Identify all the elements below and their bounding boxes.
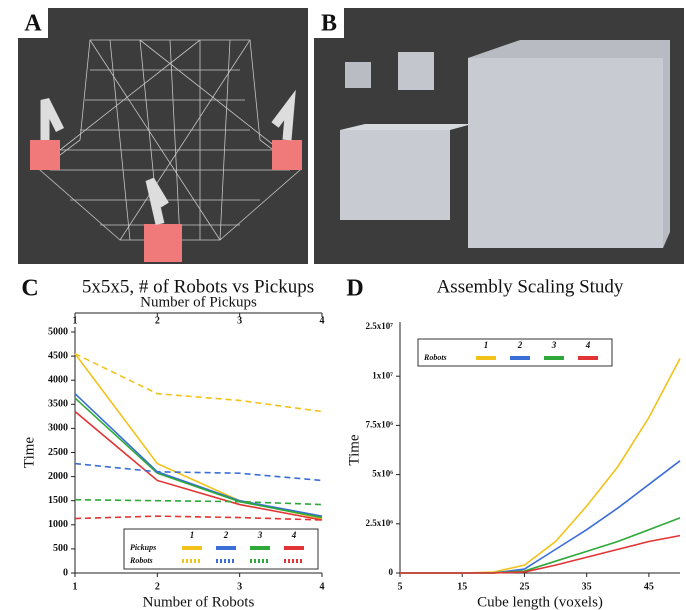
y-tick-label: 3000 <box>48 423 68 434</box>
y-tick-label: 2.5x10⁷ <box>366 321 394 331</box>
cube <box>398 52 434 90</box>
y-tick-label: 2000 <box>48 471 68 482</box>
y-tick-label: 3500 <box>48 399 68 410</box>
legend-column-label: 2 <box>223 530 229 540</box>
x2-tick-label: 2 <box>155 315 160 326</box>
x2-tick-label: 3 <box>237 315 242 326</box>
panel-label: A <box>24 11 42 37</box>
y-tick-label: 1500 <box>48 495 68 506</box>
x2-tick-label: 4 <box>320 315 325 326</box>
x2-axis-label: Number of Pickups <box>140 294 257 310</box>
panel-label: C <box>21 276 38 302</box>
x-tick-label: 3 <box>237 581 242 592</box>
y-tick-label: 2.5x10⁶ <box>366 518 394 528</box>
series-line <box>75 516 322 520</box>
legend-row-label: Robots <box>129 556 153 565</box>
cube <box>468 58 663 248</box>
x-tick-label: 15 <box>457 581 467 592</box>
panel-label: D <box>346 276 363 302</box>
x-tick-label: 2 <box>155 581 160 592</box>
series-line <box>75 464 322 481</box>
x-tick-label: 35 <box>582 581 592 592</box>
series-line <box>400 518 680 573</box>
legend-column-label: 3 <box>257 530 263 540</box>
x-tick-label: 5 <box>398 581 403 592</box>
x-tick-label: 25 <box>519 581 529 592</box>
series-line <box>400 358 680 573</box>
series-line <box>75 500 322 505</box>
y-tick-label: 7.5x10⁶ <box>366 419 394 429</box>
series-line <box>75 398 322 518</box>
panel-b: B <box>314 8 684 264</box>
cube <box>345 62 371 88</box>
legend-box <box>418 339 612 366</box>
panel-label: B <box>321 11 337 37</box>
y-tick-label: 1000 <box>48 519 68 530</box>
robot-base <box>144 224 182 262</box>
chart-title: Assembly Scaling Study <box>437 276 624 297</box>
legend-column-label: 2 <box>517 340 523 350</box>
legend-row-label: Pickups <box>130 543 156 552</box>
legend-row-label: Robots <box>423 353 447 362</box>
y-tick-label: 0 <box>63 567 68 578</box>
legend-column-label: 4 <box>585 340 591 350</box>
figure: A B C D 5x5x5, # of Robots vs PickupsNum… <box>0 0 686 610</box>
x2-tick-label: 1 <box>73 315 78 326</box>
y-tick-label: 0 <box>389 567 394 577</box>
y-tick-label: 4000 <box>48 374 68 385</box>
y-tick-label: 5000 <box>48 326 68 337</box>
y-tick-label: 500 <box>53 543 68 554</box>
panel-a: A <box>18 8 308 264</box>
x-tick-label: 1 <box>73 581 78 592</box>
y-axis-label: Time <box>346 434 362 465</box>
y-tick-label: 1x10⁷ <box>372 370 393 380</box>
legend-column-label: 1 <box>190 530 195 540</box>
y-axis-label: Time <box>21 437 37 468</box>
series-line <box>400 461 680 573</box>
series-line <box>75 354 322 519</box>
y-tick-label: 2500 <box>48 447 68 458</box>
y-tick-label: 5x10⁶ <box>372 469 393 479</box>
x-tick-label: 45 <box>644 581 654 592</box>
series-line <box>75 394 322 516</box>
y-tick-label: 4500 <box>48 350 68 361</box>
robot-base <box>272 140 302 170</box>
legend-column-label: 3 <box>551 340 557 350</box>
cube <box>340 130 450 220</box>
legend-column-label: 4 <box>291 530 297 540</box>
legend-column-label: 1 <box>484 340 489 350</box>
x-axis-label: Cube length (voxels) <box>477 594 603 610</box>
x-axis-label: Number of Robots <box>143 594 255 610</box>
robot-base <box>30 140 60 170</box>
x-tick-label: 4 <box>320 581 325 592</box>
